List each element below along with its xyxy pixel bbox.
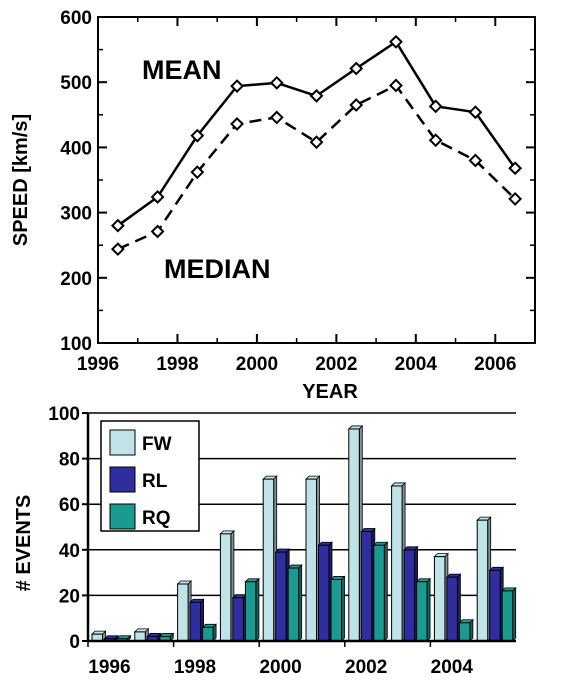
speed-y-axis-title: SPEED [km/s] <box>10 114 32 246</box>
events-bars <box>91 424 517 642</box>
bar-rl <box>275 551 287 642</box>
median-data-point <box>508 191 523 206</box>
speed-x-tick-label: 2004 <box>395 354 438 375</box>
speed-y-tick-label: 100 <box>60 334 92 355</box>
speed-x-tick-label: 2006 <box>474 354 516 375</box>
mean-data-point <box>309 88 324 103</box>
events-y-tick-label: 0 <box>69 632 80 653</box>
bar-rl <box>403 549 416 642</box>
bar-rq <box>501 590 514 642</box>
speed-chart: 100 200 300 400 500 600 1996 1998 2000 2002 2004 20… <box>10 8 536 403</box>
bar-rl <box>189 601 202 642</box>
events-y-tick-label: 80 <box>59 450 80 471</box>
bar-rq <box>287 567 300 642</box>
mean-data-point <box>468 105 483 120</box>
bar-rq <box>244 581 257 642</box>
events-x-tick-label: 2000 <box>259 657 301 678</box>
bar-rl <box>489 569 501 642</box>
events-y-tick-label: 60 <box>59 495 80 516</box>
mean-data-point <box>428 99 443 114</box>
speed-x-axis-title: YEAR <box>302 381 358 403</box>
speed-x-tick-label: 2002 <box>315 354 357 375</box>
bar-fw <box>134 631 146 642</box>
speed-axes: 100 200 300 400 500 600 1996 1998 2000 2002 2004 20… <box>60 8 535 375</box>
speed-x-tick-label: 2000 <box>236 354 278 375</box>
median-data-point <box>269 110 284 125</box>
bar-rq <box>458 622 471 642</box>
bar-rq <box>416 581 428 642</box>
speed-y-tick-label: 300 <box>60 204 92 225</box>
bar-rl <box>446 576 458 642</box>
events-y-tick-label: 100 <box>48 404 80 425</box>
median-data-point <box>349 98 364 112</box>
median-data-point <box>468 153 483 168</box>
legend-label-rl: RL <box>142 471 168 492</box>
bar-fw <box>262 478 275 642</box>
bar-fw <box>219 533 232 642</box>
bar-fw <box>391 485 403 642</box>
mean-data-point <box>349 61 364 76</box>
median-series-label: MEDIAN <box>164 254 271 284</box>
bar-fw <box>433 556 446 642</box>
speed-x-tick-label: 1998 <box>156 354 198 375</box>
events-y-tick-label: 40 <box>59 541 80 562</box>
mean-data-point <box>190 128 205 143</box>
speed-series <box>110 34 523 257</box>
bar-fw <box>177 583 189 642</box>
mean-data-point <box>110 218 125 233</box>
mean-data-point <box>389 34 403 49</box>
bar-rq <box>330 578 342 642</box>
events-chart: 0 20 40 60 80 100 1996 1998 2000 2002 2004 # EVENT… <box>13 404 517 678</box>
events-x-tick-label: 2004 <box>431 657 474 678</box>
events-legend: FW RL RQ <box>100 420 200 532</box>
speed-y-tick-label: 200 <box>60 269 92 290</box>
speed-y-tick-label: 400 <box>60 138 92 159</box>
median-data-point <box>150 224 165 239</box>
legend-swatch-fw <box>109 429 136 456</box>
mean-data-point <box>508 161 523 176</box>
mean-data-point <box>230 79 244 94</box>
mean-data-point <box>269 75 284 90</box>
median-data-point <box>230 117 244 131</box>
bar-fw <box>305 478 317 642</box>
mean-series-label: MEAN <box>142 55 222 85</box>
events-x-tick-label: 1996 <box>88 657 130 678</box>
events-y-axis-title: # EVENTS <box>13 495 35 592</box>
bar-rq <box>373 544 385 642</box>
legend-swatch-rq <box>109 503 136 530</box>
bar-fw <box>348 428 360 642</box>
events-axes: 0 20 40 60 80 100 1996 1998 2000 2002 2004 <box>48 404 516 678</box>
median-series-line <box>117 84 516 251</box>
mean-data-point <box>150 190 165 204</box>
events-x-tick-label: 1998 <box>174 657 216 678</box>
bar-rl <box>360 531 373 642</box>
speed-y-tick-label: 600 <box>60 8 92 29</box>
median-data-point <box>389 78 403 93</box>
legend-swatch-rl <box>109 466 136 493</box>
median-data-point <box>428 133 443 148</box>
speed-x-tick-label: 1996 <box>77 354 119 375</box>
events-x-tick-label: 2002 <box>345 657 387 678</box>
bar-rl <box>232 597 244 642</box>
bar-rl <box>318 544 330 642</box>
median-data-point <box>190 165 205 180</box>
events-y-tick-label: 20 <box>59 586 80 607</box>
legend-label-fw: FW <box>142 434 172 455</box>
median-data-point <box>309 135 324 150</box>
bar-rq <box>202 626 214 642</box>
bar-fw <box>476 519 489 642</box>
median-data-point <box>110 242 125 257</box>
legend-label-rq: RQ <box>142 508 171 529</box>
speed-y-tick-label: 500 <box>60 73 92 94</box>
